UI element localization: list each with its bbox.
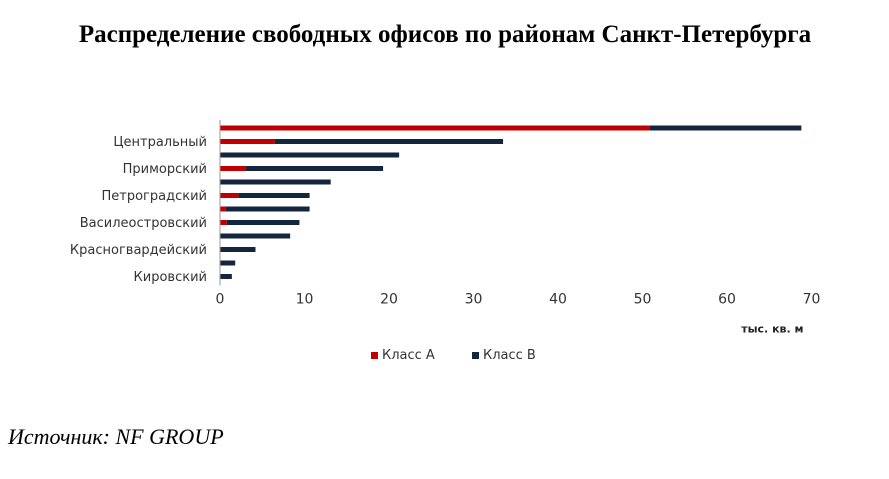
bar-class-b xyxy=(274,139,504,144)
category-label: Василеостровский xyxy=(80,216,207,231)
category-labels: Центральный Приморский Петроградский Василе… xyxy=(70,135,207,285)
legend-swatch-class-a xyxy=(371,352,378,359)
category-label: Петроградский xyxy=(102,189,208,204)
x-tick-label: 70 xyxy=(803,292,821,308)
bar-class-b xyxy=(220,179,331,185)
bar-class-a xyxy=(220,193,239,198)
series-class-b xyxy=(220,125,802,279)
legend-label-class-b: Класс В xyxy=(483,348,536,363)
chart-title: Распределение свободных офисов по района… xyxy=(78,21,812,48)
x-tick-label: 30 xyxy=(465,292,483,308)
legend: Класс А Класс В xyxy=(371,348,536,363)
bar-class-b xyxy=(220,233,291,239)
bar-class-a xyxy=(220,206,226,212)
x-tick-label: 50 xyxy=(634,292,652,308)
bar-class-b xyxy=(245,166,384,171)
bar-class-a xyxy=(220,220,227,225)
series-class-a xyxy=(220,125,650,225)
x-tick-label: 20 xyxy=(380,292,398,308)
bar-class-a xyxy=(220,166,246,171)
source-note: Источник: NF GROUP xyxy=(8,424,224,449)
category-label: Красногвардейский xyxy=(70,243,207,258)
bar-class-b xyxy=(225,206,310,212)
x-tick-label: 60 xyxy=(718,292,736,308)
bar-class-b xyxy=(238,193,310,198)
x-axis-label: тыс. кв. м xyxy=(741,323,803,336)
bar-class-b xyxy=(220,260,236,266)
x-tick-label: 10 xyxy=(296,292,314,308)
bar-class-a xyxy=(220,125,650,131)
bar-class-b xyxy=(220,247,256,252)
bar-class-a xyxy=(220,139,275,144)
bar-class-b xyxy=(226,220,300,225)
bar-class-b xyxy=(649,125,802,131)
bar-class-b xyxy=(220,152,400,158)
bar-class-b xyxy=(220,274,232,279)
legend-swatch-class-b xyxy=(472,352,479,359)
x-tick-labels: 0 10 20 30 40 50 60 70 xyxy=(216,292,821,308)
x-tick-label: 0 xyxy=(216,292,225,308)
legend-label-class-a: Класс А xyxy=(382,348,435,363)
category-label: Приморский xyxy=(123,162,207,177)
category-label: Центральный xyxy=(113,135,207,150)
category-label: Кировский xyxy=(134,270,207,285)
chart: Центральный Приморский Петроградский Василе… xyxy=(70,120,821,363)
x-tick-label: 40 xyxy=(549,292,567,308)
